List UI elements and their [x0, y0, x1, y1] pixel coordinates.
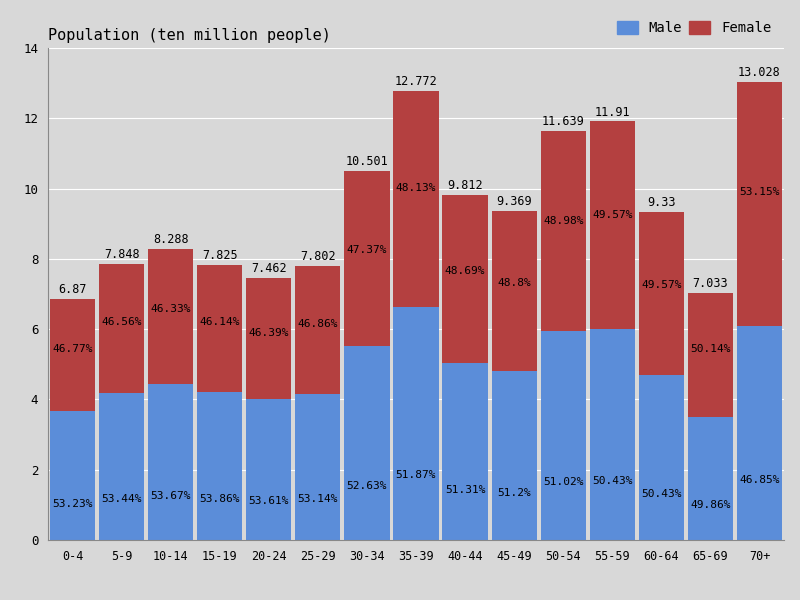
Bar: [541, 131, 586, 331]
Bar: [491, 211, 537, 371]
Text: 7.462: 7.462: [251, 262, 286, 275]
Text: 53.61%: 53.61%: [249, 496, 289, 506]
Text: 10.501: 10.501: [346, 155, 388, 168]
Text: 7.033: 7.033: [693, 277, 728, 290]
Text: 13.028: 13.028: [738, 67, 781, 79]
Text: 7.825: 7.825: [202, 249, 238, 262]
Bar: [246, 278, 291, 400]
Text: 50.14%: 50.14%: [690, 344, 730, 353]
Text: 48.13%: 48.13%: [396, 184, 436, 193]
Bar: [638, 374, 684, 540]
Bar: [394, 307, 438, 540]
Text: 48.98%: 48.98%: [543, 216, 583, 226]
Text: 53.15%: 53.15%: [739, 187, 780, 197]
Text: 51.2%: 51.2%: [498, 488, 531, 498]
Text: 51.87%: 51.87%: [396, 470, 436, 480]
Text: 9.33: 9.33: [647, 196, 675, 209]
Text: 48.69%: 48.69%: [445, 266, 486, 276]
Bar: [197, 265, 242, 392]
Bar: [148, 383, 194, 540]
Text: 52.63%: 52.63%: [346, 481, 387, 491]
Text: 11.91: 11.91: [594, 106, 630, 119]
Text: Population (ten million people): Population (ten million people): [48, 28, 331, 43]
Bar: [99, 264, 144, 392]
Text: 46.86%: 46.86%: [298, 319, 338, 329]
Text: 53.67%: 53.67%: [150, 491, 191, 501]
Bar: [148, 249, 194, 383]
Bar: [344, 171, 390, 346]
Text: 46.14%: 46.14%: [199, 317, 240, 327]
Text: 49.57%: 49.57%: [592, 210, 633, 220]
Text: 49.86%: 49.86%: [690, 500, 730, 511]
Text: 46.33%: 46.33%: [150, 304, 191, 314]
Bar: [737, 326, 782, 540]
Bar: [541, 331, 586, 540]
Bar: [50, 299, 95, 412]
Bar: [246, 400, 291, 540]
Bar: [197, 392, 242, 540]
Text: 50.43%: 50.43%: [592, 476, 633, 486]
Text: 46.77%: 46.77%: [52, 344, 93, 355]
Text: 46.56%: 46.56%: [102, 317, 142, 327]
Bar: [590, 121, 635, 329]
Text: 6.87: 6.87: [58, 283, 86, 296]
Bar: [344, 346, 390, 540]
Bar: [50, 412, 95, 540]
Text: 12.772: 12.772: [394, 76, 438, 88]
Bar: [295, 394, 341, 540]
Bar: [688, 417, 733, 540]
Text: 8.288: 8.288: [153, 233, 189, 246]
Text: 53.44%: 53.44%: [102, 494, 142, 504]
Bar: [295, 266, 341, 394]
Text: 7.802: 7.802: [300, 250, 336, 263]
Text: 53.14%: 53.14%: [298, 494, 338, 504]
Text: 7.848: 7.848: [104, 248, 139, 262]
Text: 53.86%: 53.86%: [199, 494, 240, 503]
Bar: [737, 82, 782, 326]
Text: 51.31%: 51.31%: [445, 485, 486, 496]
Bar: [394, 91, 438, 307]
Text: 9.812: 9.812: [447, 179, 483, 193]
Text: 49.57%: 49.57%: [641, 280, 682, 290]
Bar: [442, 363, 488, 540]
Text: 51.02%: 51.02%: [543, 476, 583, 487]
Legend: Male, Female: Male, Female: [611, 16, 777, 41]
Text: 11.639: 11.639: [542, 115, 585, 128]
Bar: [442, 195, 488, 363]
Bar: [491, 371, 537, 540]
Text: 9.369: 9.369: [496, 195, 532, 208]
Text: 53.23%: 53.23%: [52, 499, 93, 509]
Bar: [590, 329, 635, 540]
Text: 50.43%: 50.43%: [641, 489, 682, 499]
Bar: [688, 293, 733, 417]
Text: 48.8%: 48.8%: [498, 278, 531, 288]
Text: 47.37%: 47.37%: [346, 245, 387, 254]
Text: 46.39%: 46.39%: [249, 328, 289, 338]
Text: 46.85%: 46.85%: [739, 475, 780, 485]
Bar: [638, 212, 684, 374]
Bar: [99, 392, 144, 540]
